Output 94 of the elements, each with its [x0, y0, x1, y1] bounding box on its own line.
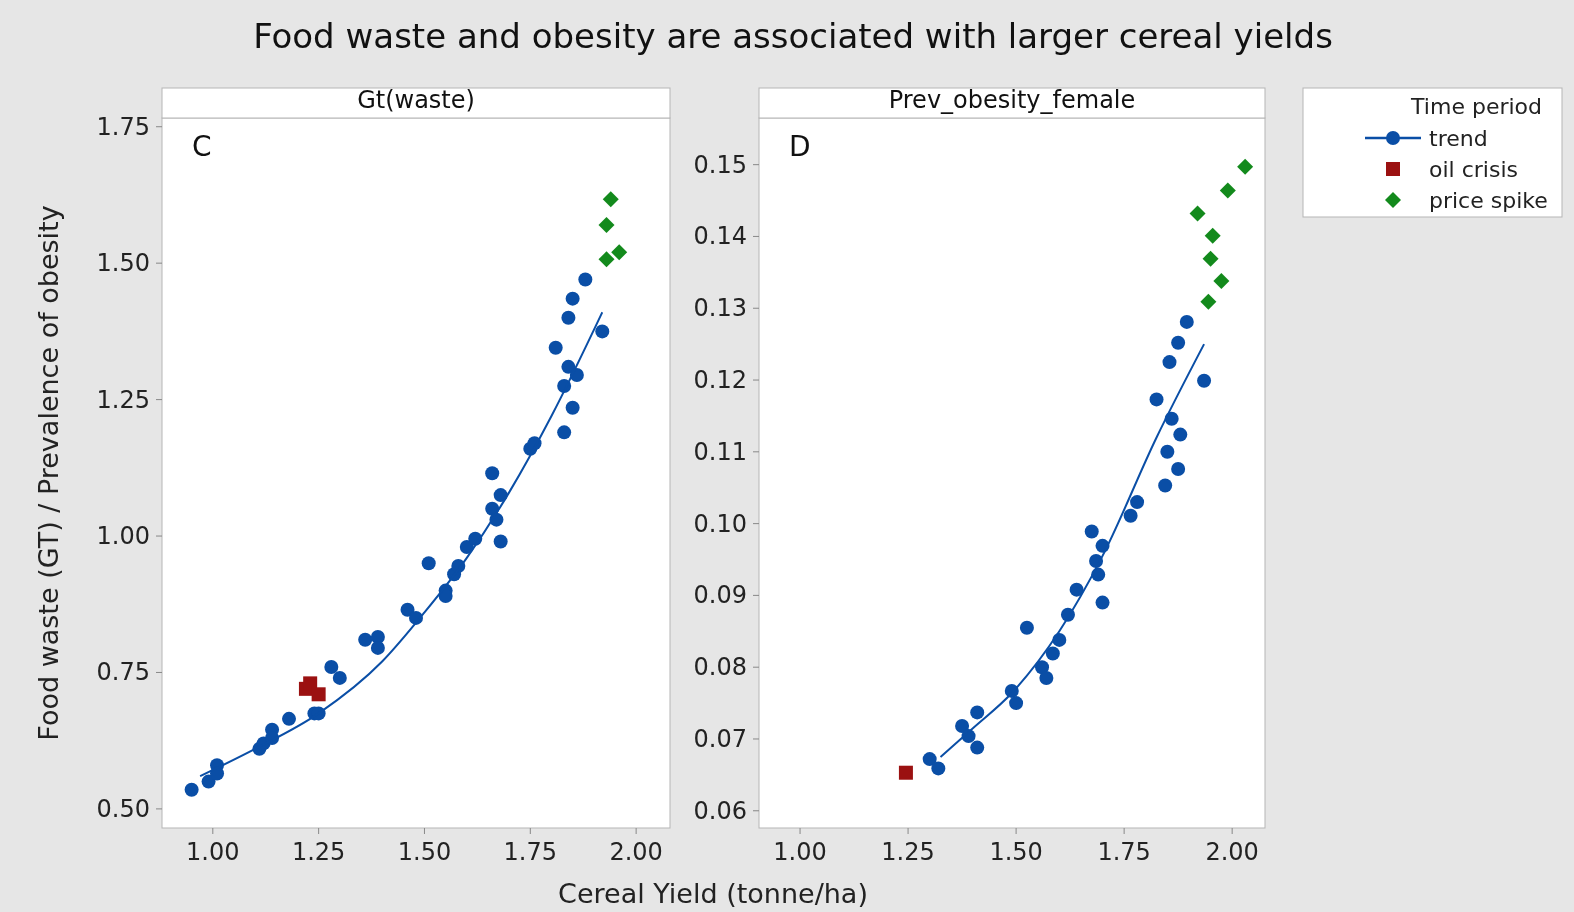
y-tick-label: 1.50: [96, 249, 150, 278]
point: [955, 719, 970, 734]
point: [561, 359, 576, 374]
point: [970, 705, 985, 720]
point: [611, 244, 628, 261]
legend-label: oil crisis: [1429, 157, 1518, 182]
annotation: C: [192, 130, 212, 163]
point: [1160, 444, 1175, 459]
y-tick-label: 1.75: [96, 112, 150, 141]
point: [1219, 182, 1236, 199]
x-axis-title: Cereal Yield (tonne/ha): [558, 878, 868, 909]
point: [1130, 495, 1145, 510]
y-tick-label: 0.14: [693, 222, 747, 251]
point: [1039, 670, 1054, 685]
point: [1123, 508, 1138, 523]
y-tick-label: 0.50: [96, 794, 150, 823]
point: [493, 534, 508, 549]
y-tick-label: 0.06: [693, 796, 747, 825]
point: [602, 191, 619, 208]
point: [493, 488, 508, 503]
point: [1189, 205, 1206, 222]
y-tick-label: 1.25: [96, 385, 150, 414]
point: [931, 761, 946, 776]
y-tick-label: 0.07: [693, 724, 747, 753]
y-tick-label: 0.12: [693, 366, 747, 395]
x-tick-label: 2.00: [1205, 838, 1259, 866]
point: [598, 251, 615, 268]
point: [400, 602, 415, 617]
x-tick-label: 1.00: [186, 838, 240, 866]
x-tick-label: 1.25: [291, 838, 346, 866]
x-tick-label: 1.75: [503, 838, 558, 866]
point: [1204, 227, 1221, 244]
y-tick-label: 0.09: [693, 581, 747, 610]
x-tick-label: 1.50: [397, 838, 452, 866]
point: [557, 425, 572, 440]
x-tick-label: 1.50: [989, 838, 1043, 866]
text: Food waste and obesity are associated with larger cereal yields: [253, 16, 1333, 56]
point: [1162, 355, 1177, 370]
chart-subtitle: Prev_obesity_female: [888, 86, 1136, 114]
y-tick-label: 0.13: [693, 294, 747, 323]
point: [1202, 250, 1219, 267]
point: [970, 740, 985, 755]
point: [1171, 335, 1186, 350]
annotation: D: [789, 130, 811, 163]
legend-title: Time period: [1410, 94, 1542, 119]
point: [1237, 158, 1254, 175]
point: [565, 291, 580, 306]
legend-label: price spike: [1429, 188, 1548, 213]
y-axis-title: Food waste (GT) / Prevalence of obesity: [33, 205, 64, 741]
point: [578, 272, 593, 287]
x-tick-label: 1.75: [1097, 838, 1151, 866]
point: [1045, 646, 1060, 661]
point: [311, 687, 326, 702]
point: [565, 400, 580, 415]
y-tick-label: 0.11: [693, 437, 747, 466]
y-tick-label: 0.15: [693, 150, 747, 179]
point: [1084, 524, 1099, 539]
point: [1179, 314, 1194, 329]
x-tick-label: 1.00: [773, 838, 827, 866]
point: [1158, 478, 1173, 493]
y-tick-label: 0.75: [96, 658, 150, 687]
point: [1149, 392, 1164, 407]
y-tick-label: 0.10: [693, 509, 747, 538]
point: [184, 782, 199, 797]
point: [922, 752, 937, 767]
chart-subtitle: Gt(waste): [357, 86, 475, 114]
point: [370, 640, 385, 655]
point: [332, 670, 347, 685]
point: [598, 216, 615, 233]
point: [1173, 427, 1188, 442]
point: [1019, 620, 1034, 635]
y-tick-label: 0.08: [693, 653, 747, 682]
point: [201, 774, 216, 789]
point: [485, 466, 500, 481]
x-tick-label: 2.00: [609, 838, 663, 866]
point: [1200, 293, 1217, 310]
line-series: [939, 343, 1206, 758]
point: [1009, 696, 1024, 711]
point: [1213, 272, 1230, 289]
x-tick-label: 1.25: [881, 838, 935, 866]
y-tick-label: 1.00: [96, 522, 150, 551]
point: [898, 765, 913, 780]
point: [282, 711, 296, 726]
point: [421, 556, 436, 571]
point: [324, 660, 339, 675]
point: [1197, 373, 1212, 388]
point: [561, 310, 576, 325]
point: [548, 340, 563, 355]
point: [358, 632, 373, 647]
point: [595, 324, 610, 339]
legend-label: trend: [1429, 126, 1488, 151]
point: [1171, 462, 1186, 477]
point: [1069, 582, 1084, 597]
point: [1095, 595, 1110, 610]
